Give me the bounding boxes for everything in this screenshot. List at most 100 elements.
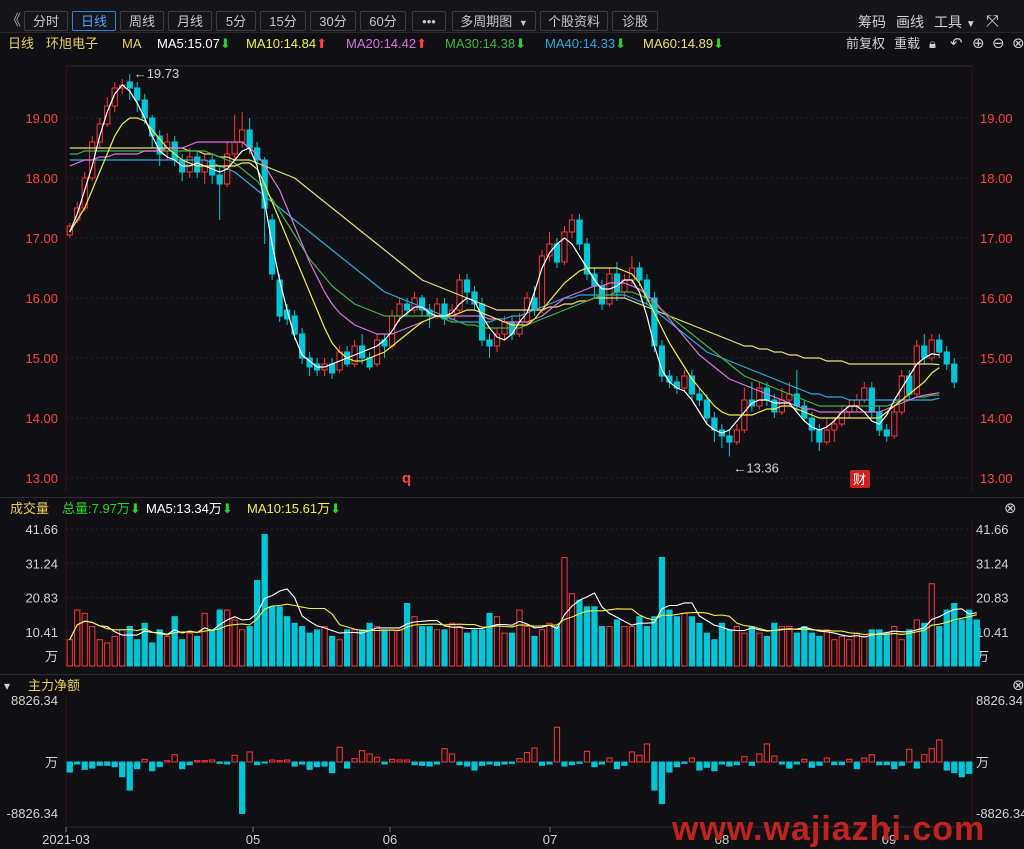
volume-bar xyxy=(606,626,613,667)
flow-bar xyxy=(786,761,793,769)
ma-label[interactable]: MA xyxy=(122,36,142,51)
arrow-down-icon: ⬇ xyxy=(221,501,233,516)
price-tick-label-right: 16.00 xyxy=(980,291,1013,306)
flow-bar xyxy=(149,761,156,772)
expand-icon[interactable]: ⤧ xyxy=(986,13,999,30)
volume-bar xyxy=(823,629,830,667)
flow-bar xyxy=(388,758,396,763)
flow-bar xyxy=(726,761,733,767)
tab-30min[interactable]: 30分 xyxy=(310,11,356,31)
diagnose-button[interactable]: 诊股 xyxy=(612,11,658,31)
volume-bar xyxy=(493,616,501,667)
flow-bar xyxy=(231,754,238,763)
flow-bar xyxy=(853,761,860,770)
tab-5min[interactable]: 5分 xyxy=(216,11,256,31)
volume-bar xyxy=(966,609,973,667)
tab-15min[interactable]: 15分 xyxy=(260,11,306,31)
arrow-down-icon: ⬇ xyxy=(129,501,141,516)
candle-body xyxy=(891,411,898,437)
chip-button[interactable]: 筹码 xyxy=(858,14,886,30)
multi-period-button[interactable]: 多周期图 ▼ xyxy=(452,11,536,31)
volume-bar xyxy=(396,629,403,667)
flow-bar xyxy=(74,761,81,765)
adjust-button[interactable]: 前复权 xyxy=(846,36,886,51)
stock-info-button[interactable]: 个股资料 xyxy=(540,11,608,31)
volume-bar xyxy=(239,629,246,667)
tab-monthly[interactable]: 月线 xyxy=(168,11,212,31)
flow-bar xyxy=(696,761,703,771)
more-button[interactable]: ••• xyxy=(412,11,446,31)
candle-body xyxy=(883,429,890,437)
flow-bar xyxy=(321,761,328,767)
volume-bar xyxy=(681,612,688,667)
volume-bar xyxy=(628,626,636,667)
candle-body xyxy=(733,429,740,443)
toolbar: 《 分时 日线 周线 月线 5分 15分 30分 60分 ••• 多周期图 ▼ … xyxy=(0,0,1024,33)
flow-bar xyxy=(433,761,441,765)
close-icon[interactable]: ⊗ xyxy=(1012,677,1024,694)
volume-bar xyxy=(763,635,770,667)
volume-bar xyxy=(943,609,950,667)
close-icon[interactable]: ⊗ xyxy=(1004,500,1017,517)
candle-body xyxy=(568,219,576,233)
volume-bar xyxy=(111,635,118,667)
double-chevron-left-icon[interactable]: 《 xyxy=(6,12,22,29)
flow-bar xyxy=(838,761,845,766)
arrow-down-icon: ⬇ xyxy=(713,36,725,51)
flow-bar xyxy=(441,748,448,763)
flow-bar xyxy=(876,761,883,766)
zoom-out-icon[interactable]: ⊖ xyxy=(992,35,1005,52)
tab-60min[interactable]: 60分 xyxy=(360,11,406,31)
volume-bar xyxy=(868,629,875,667)
volume-bar xyxy=(179,639,186,667)
flow-bar xyxy=(913,761,920,769)
flow-bar xyxy=(516,758,523,763)
volume-bar xyxy=(951,603,958,667)
candle-body xyxy=(463,279,471,293)
flow-tick-label-right: 万 xyxy=(976,755,989,770)
candle-body xyxy=(96,123,103,143)
overlay-button[interactable]: 重载 xyxy=(894,36,921,51)
flow-bar xyxy=(561,761,568,767)
flow-bar xyxy=(254,761,261,766)
flow-bar xyxy=(816,761,823,766)
flow-bar xyxy=(538,761,546,766)
volume-tick-label-left: 31.24 xyxy=(25,556,58,571)
flow-bar xyxy=(553,726,561,763)
flow-bar xyxy=(928,748,935,763)
volume-bar xyxy=(433,629,441,667)
cai-marker: 财 xyxy=(853,472,866,487)
volume-bar xyxy=(194,635,201,667)
flow-bar xyxy=(771,755,778,763)
flow-tick-label-right: -8826.34 xyxy=(976,806,1024,821)
volume-total: 总量:7.97万⬇ xyxy=(62,501,141,516)
draw-line-button[interactable]: 画线 xyxy=(896,14,924,30)
tools-button[interactable]: 工具 ▼ xyxy=(934,12,976,32)
tab-intraday[interactable]: 分时 xyxy=(24,11,68,31)
tab-weekly[interactable]: 周线 xyxy=(120,11,164,31)
flow-bar xyxy=(396,759,403,763)
x-tick-label: 08 xyxy=(715,832,729,847)
volume-bar xyxy=(284,616,291,667)
volume-bar xyxy=(703,632,711,667)
x-tick-label: 07 xyxy=(543,832,557,847)
collapse-icon[interactable]: ▾ xyxy=(4,679,11,693)
volume-bar xyxy=(441,629,448,667)
arrow-up-icon: ⬆ xyxy=(316,36,328,51)
lock-icon[interactable]: 🔒︎ xyxy=(929,36,936,51)
flow-bar xyxy=(366,753,373,763)
ma-line-ma20 xyxy=(69,141,940,413)
volume-bar xyxy=(793,632,800,667)
tab-daily[interactable]: 日线 xyxy=(72,11,116,31)
volume-ma10-line xyxy=(69,603,977,640)
volume-bar xyxy=(891,626,898,667)
undo-icon[interactable]: ↶ xyxy=(950,35,963,52)
close-icon[interactable]: ⊗ xyxy=(1012,35,1024,52)
zoom-in-icon[interactable]: ⊕ xyxy=(972,35,985,52)
candle-body xyxy=(756,387,763,407)
x-tick-label: 2021-03 xyxy=(42,832,90,847)
flow-bar xyxy=(403,759,411,763)
volume-bar xyxy=(351,629,358,667)
candle-body xyxy=(493,333,501,347)
